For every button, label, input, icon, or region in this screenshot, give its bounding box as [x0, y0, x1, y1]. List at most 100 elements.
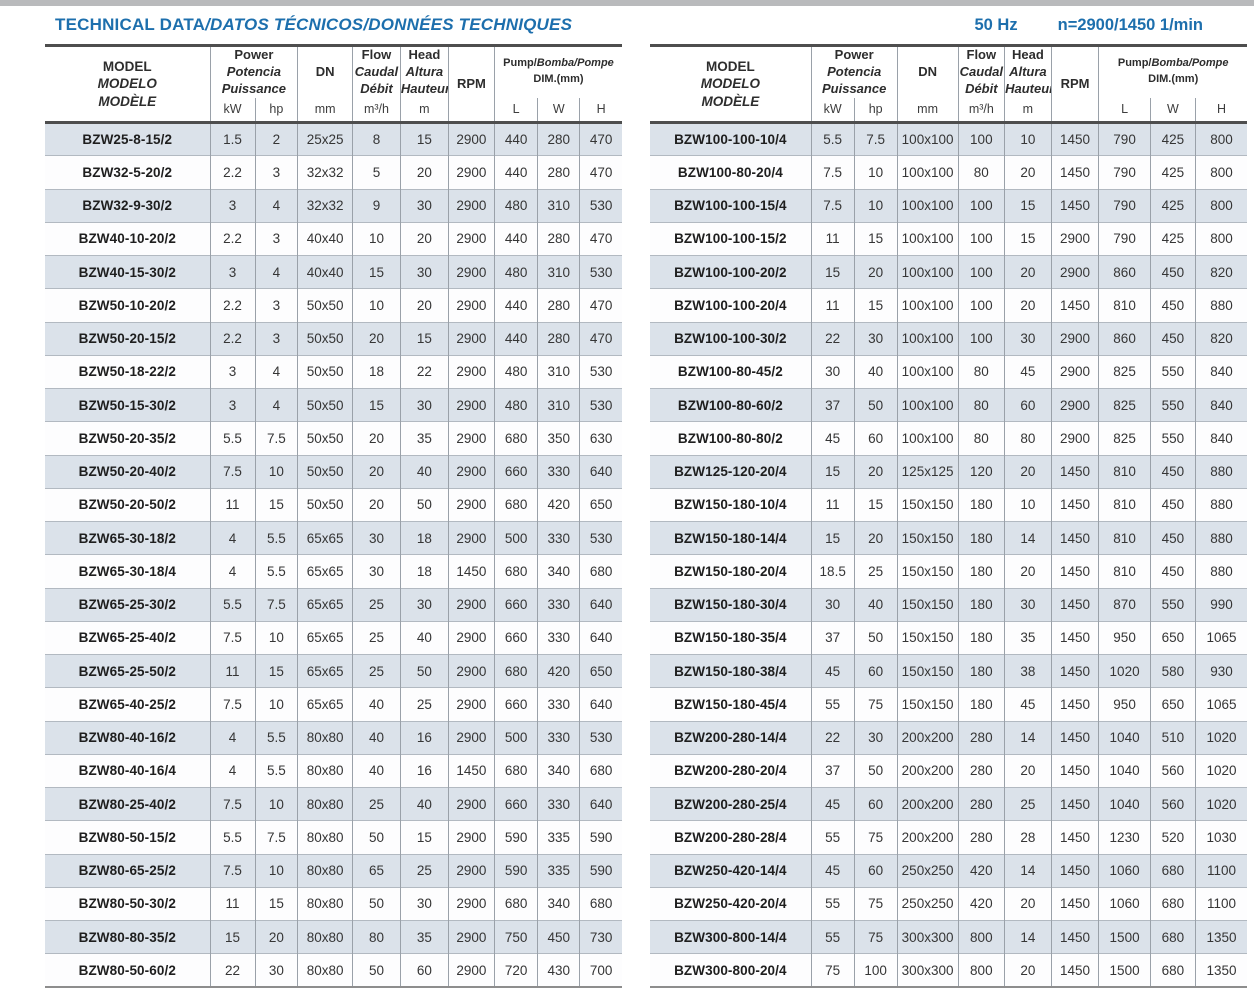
value-cell: 300x300	[896, 919, 959, 954]
value-cell: 15	[399, 820, 449, 854]
value-cell: 25	[1004, 786, 1052, 821]
value-cell: 550	[1149, 421, 1197, 455]
value-cell: 100x100	[896, 421, 959, 455]
value-cell: 100x100	[896, 321, 959, 356]
value-cell: 60	[853, 421, 898, 455]
value-cell: 30	[399, 188, 449, 223]
value-cell: 16	[399, 753, 449, 788]
value-cell: 50x50	[297, 387, 354, 422]
value-cell: 2900	[447, 387, 495, 422]
value-cell: 7.5	[209, 687, 256, 721]
value-cell: 30	[1004, 587, 1052, 622]
model-cell: BZW80-50-30/2	[45, 886, 211, 921]
value-cell: 80	[957, 354, 1006, 389]
value-cell: 810	[1098, 288, 1151, 322]
value-cell: 15	[352, 387, 401, 422]
value-cell: 2900	[447, 321, 495, 356]
value-cell: 1060	[1098, 853, 1151, 888]
table-row: BZW200-280-20/4 37 50 200x200 280 20 1450 1040 5…	[650, 753, 1247, 788]
table-row: BZW100-100-30/2 22 30 100x100 100 30 2900 860 45…	[650, 321, 1247, 356]
value-cell: 425	[1149, 221, 1197, 256]
model-cell: BZW300-800-20/4	[650, 953, 812, 987]
value-cell: 860	[1098, 254, 1151, 289]
value-cell: 650	[1149, 687, 1197, 721]
value-cell: 280	[537, 321, 581, 356]
value-cell: 11	[209, 487, 256, 522]
value-cell: 330	[537, 620, 581, 655]
value-cell: 2900	[447, 487, 495, 522]
operating-conditions: 50 Hz n=2900/1450 1/min	[975, 16, 1204, 35]
value-cell: 20	[1004, 454, 1052, 489]
head-label-en: Head	[408, 47, 441, 63]
value-cell: 950	[1098, 620, 1151, 655]
value-cell: 20	[1004, 554, 1052, 588]
value-cell: 750	[493, 919, 539, 954]
frequency-label: 50 Hz	[974, 15, 1018, 34]
value-cell: 45	[810, 421, 855, 455]
value-cell: 35	[1004, 620, 1052, 655]
value-cell: 10	[1004, 487, 1052, 522]
value-cell: 7.5	[209, 620, 256, 655]
value-cell: 80	[352, 919, 401, 954]
value-cell: 1230	[1098, 820, 1151, 854]
model-cell: BZW150-180-38/4	[650, 653, 812, 688]
value-cell: 100x100	[896, 155, 959, 189]
value-cell: 420	[537, 487, 581, 522]
value-cell: 180	[957, 687, 1006, 721]
value-cell: 55	[810, 820, 855, 854]
value-cell: 16	[399, 720, 449, 755]
value-cell: 7.5	[810, 155, 855, 189]
value-cell: 660	[493, 786, 539, 821]
value-cell: 280	[957, 720, 1006, 755]
value-cell: 680	[493, 753, 539, 788]
head-label-fr: Hauteur	[400, 80, 449, 96]
value-cell: 15	[254, 653, 299, 688]
table-row: BZW250-420-14/4 45 60 250x250 420 14 1450 1060 6…	[650, 853, 1247, 888]
value-cell: 480	[493, 188, 539, 223]
value-cell: 425	[1149, 155, 1197, 189]
pump-spec-table: MODEL MODELO MODÈLE Power Potencia Puiss…	[650, 44, 1247, 988]
unit-kw: kW	[210, 97, 256, 124]
page-title-translations: /DATOS TÉCNICOS/DONNÉES TECHNIQUES	[205, 15, 573, 34]
pump-label-en: Pump/	[503, 57, 537, 70]
value-cell: 4	[209, 520, 256, 555]
model-cell: BZW80-40-16/2	[45, 720, 211, 755]
value-cell: 65x65	[297, 620, 354, 655]
value-cell: 180	[957, 653, 1006, 688]
value-cell: 1.5	[209, 121, 256, 156]
value-cell: 1350	[1195, 919, 1247, 954]
model-cell: BZW100-80-20/4	[650, 155, 812, 189]
value-cell: 680	[493, 487, 539, 522]
value-cell: 20	[352, 321, 401, 356]
value-cell: 100	[957, 121, 1006, 156]
model-cell: BZW150-180-45/4	[650, 687, 812, 721]
value-cell: 40	[399, 454, 449, 489]
value-cell: 100x100	[896, 387, 959, 422]
value-cell: 1500	[1098, 919, 1151, 954]
model-cell: BZW200-280-25/4	[650, 786, 812, 821]
value-cell: 20	[1004, 886, 1052, 921]
value-cell: 100	[957, 321, 1006, 356]
value-cell: 2900	[447, 820, 495, 854]
value-cell: 310	[537, 354, 581, 389]
value-cell: 530	[579, 354, 622, 389]
col-header-head: Head Altura Hauteur	[1004, 45, 1052, 98]
value-cell: 1040	[1098, 720, 1151, 755]
value-cell: 18.5	[810, 554, 855, 588]
value-cell: 18	[352, 354, 401, 389]
unit-hp: hp	[853, 97, 898, 124]
table-row: BZW150-180-30/4 30 40 150x150 180 30 1450 870 55…	[650, 587, 1247, 622]
value-cell: 1065	[1195, 687, 1247, 721]
value-cell: 1500	[1098, 953, 1151, 987]
value-cell: 330	[537, 786, 581, 821]
model-cell: BZW80-65-25/2	[45, 853, 211, 888]
value-cell: 7.5	[853, 121, 898, 156]
table-row: BZW80-25-40/2 7.5 10 80x80 25 40 2900 660 330 640	[45, 786, 622, 821]
value-cell: 180	[957, 587, 1006, 622]
value-cell: 450	[1149, 321, 1197, 356]
table-row: BZW50-10-20/2 2.2 3 50x50 10 20 2900 440 280 470	[45, 288, 622, 322]
power-label-fr: Puissance	[822, 80, 887, 96]
table-header: MODEL MODELO MODÈLE Power Potencia Puiss…	[650, 45, 1247, 124]
value-cell: 680	[493, 421, 539, 455]
value-cell: 45	[810, 786, 855, 821]
